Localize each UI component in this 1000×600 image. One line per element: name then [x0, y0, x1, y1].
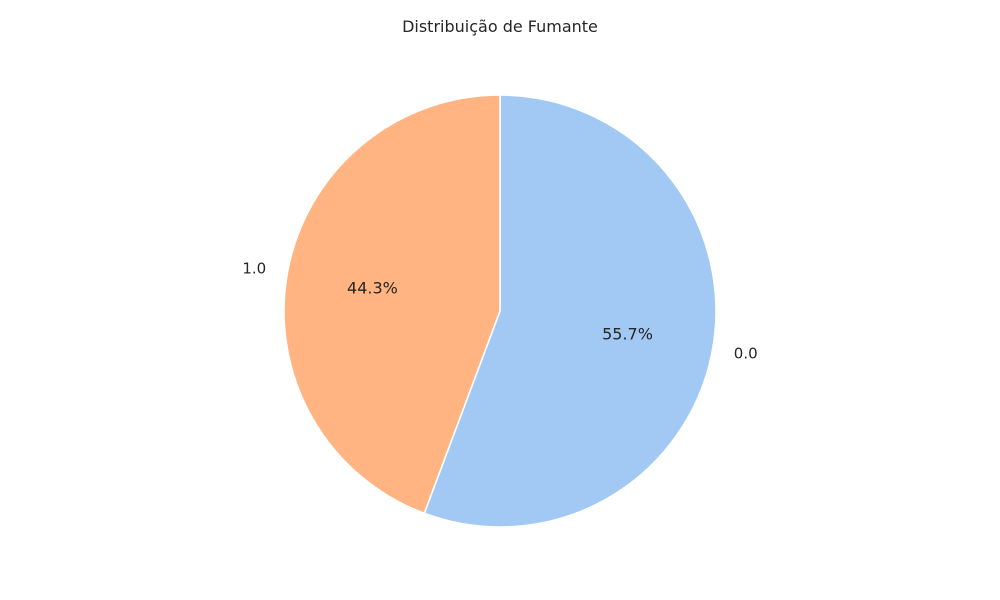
pie-labels: 55.7% 0.0 44.3% 1.0 [242, 260, 757, 363]
pie-slice-0-0 [423, 94, 717, 528]
category-label-0-0: 0.0 [734, 344, 758, 362]
pct-label-0-0: 55.7% [602, 325, 653, 344]
pct-label-1-0: 44.3% [347, 278, 398, 297]
pie-slices [283, 94, 717, 528]
pie-slice-1-0 [283, 94, 501, 515]
category-label-1-0: 1.0 [242, 260, 266, 278]
chart-title: Distribuição de Fumante [402, 17, 598, 36]
